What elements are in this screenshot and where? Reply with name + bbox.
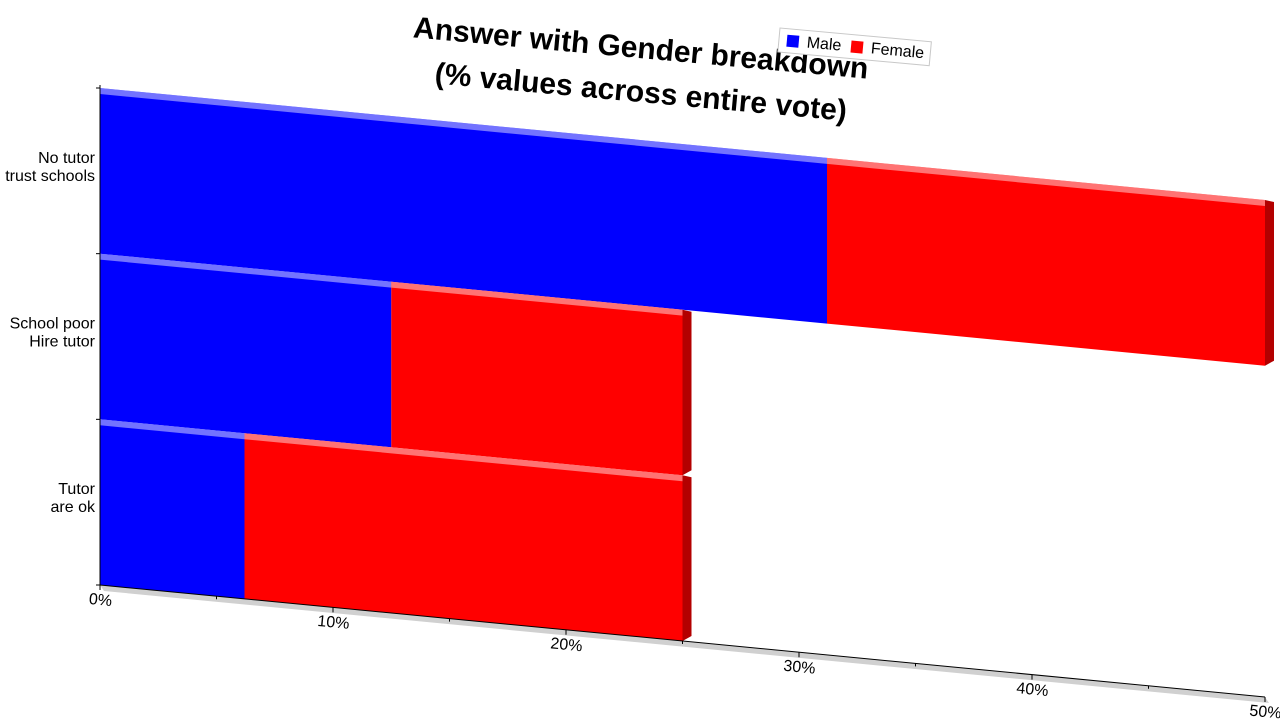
chart-title: Answer with Gender breakdown(% values ac… (412, 11, 870, 127)
bar-side-0 (1265, 200, 1274, 366)
bar-male-2 (100, 419, 245, 599)
bar-female-2 (244, 433, 683, 641)
bar-female-0 (827, 157, 1265, 366)
legend: Male Female (777, 27, 932, 67)
x-tick-label: 40% (1016, 680, 1050, 700)
bars-layer (100, 88, 1274, 641)
x-tick-label: 0% (88, 591, 113, 610)
category-label: School poor (10, 316, 96, 333)
bar-highlight-male-1 (100, 253, 392, 288)
x-tick-label: 50% (1249, 703, 1280, 720)
bar-highlight-female-1 (391, 281, 683, 316)
category-label: are ok (51, 499, 96, 516)
bar-highlight-female-2 (244, 433, 683, 482)
legend-swatch-male (786, 34, 800, 48)
axis-layer (96, 85, 1269, 703)
category-label: No tutor (38, 150, 96, 167)
x-tick-label: 10% (317, 613, 351, 633)
bar-side-2 (682, 475, 692, 641)
category-label: Hire tutor (29, 334, 95, 351)
category-label: Tutor (58, 481, 95, 498)
legend-label-female: Female (870, 40, 925, 62)
category-label: trust schools (5, 168, 95, 185)
axis-floor (100, 585, 1269, 703)
bar-side-1 (682, 309, 692, 476)
bar-male-1 (100, 253, 392, 448)
bar-female-1 (391, 281, 683, 476)
bar-male-0 (100, 88, 827, 324)
bar-highlight-female-0 (827, 157, 1265, 206)
bar-highlight-male-2 (100, 419, 245, 440)
legend-box: Male Female (777, 27, 932, 67)
legend-label-male: Male (806, 35, 842, 55)
x-tick-label: 30% (783, 658, 817, 678)
legend-swatch-female (850, 40, 864, 54)
x-tick-label: 20% (550, 635, 584, 655)
bar-highlight-male-0 (100, 88, 827, 164)
